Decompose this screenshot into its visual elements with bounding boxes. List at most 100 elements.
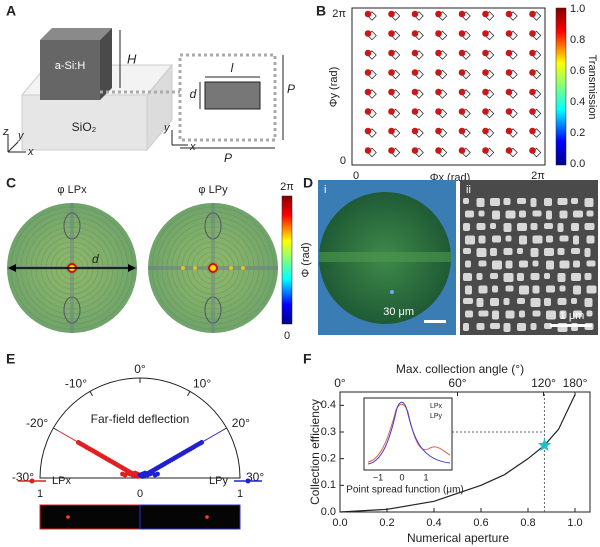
arrow-head bbox=[8, 264, 16, 272]
x-tick-label: 1.0 bbox=[567, 517, 582, 529]
meta-atom bbox=[458, 30, 466, 37]
meta-atom bbox=[482, 147, 489, 154]
meta-atom bbox=[482, 30, 489, 37]
axis-label: y bbox=[163, 122, 171, 134]
pillar bbox=[517, 323, 526, 331]
pillar bbox=[517, 248, 523, 254]
colorbar-ticks: 1.0 0.8 0.6 0.4 0.2 0.0 bbox=[570, 3, 585, 170]
pillar bbox=[463, 298, 473, 304]
meta-atom bbox=[364, 88, 372, 96]
plot-title: Far-field deflection bbox=[91, 412, 190, 426]
panel-label: A bbox=[6, 3, 16, 19]
width-label: d bbox=[190, 87, 197, 101]
meta-atom bbox=[529, 10, 536, 18]
meta-atom bbox=[529, 127, 536, 135]
pillar bbox=[584, 273, 592, 280]
pillar bbox=[573, 260, 580, 268]
meta-atom bbox=[529, 30, 536, 37]
radius-label: 0 bbox=[137, 488, 143, 500]
meta-atom bbox=[411, 30, 419, 37]
meta-atom bbox=[435, 127, 442, 135]
pillar bbox=[476, 298, 484, 307]
x-tick-label: 0.6 bbox=[473, 517, 488, 529]
meta-atom bbox=[529, 69, 536, 76]
pillar bbox=[557, 298, 567, 305]
hologram-title: φ LPy bbox=[198, 184, 228, 196]
meta-atom bbox=[458, 88, 466, 96]
inset-tick: 0 bbox=[399, 472, 404, 482]
pillar bbox=[544, 198, 552, 206]
pillar bbox=[463, 198, 469, 204]
pillar bbox=[505, 285, 514, 292]
meta-atom bbox=[458, 108, 466, 115]
meta-atom bbox=[505, 69, 513, 76]
spot bbox=[66, 515, 70, 519]
camera-image bbox=[139, 504, 241, 530]
pillar bbox=[519, 235, 527, 245]
pillar bbox=[463, 248, 471, 254]
block-side bbox=[100, 28, 112, 100]
meta-atom bbox=[435, 49, 442, 57]
colorbar-tick: 0.4 bbox=[570, 96, 585, 108]
pillar bbox=[492, 235, 501, 243]
panel-label: B bbox=[316, 3, 326, 19]
legend-marker bbox=[245, 478, 251, 484]
x-tick-label: 0.2 bbox=[379, 517, 394, 529]
pillar bbox=[476, 223, 486, 230]
inset-curve bbox=[367, 401, 451, 465]
meta-atom bbox=[364, 108, 372, 115]
meta-atom bbox=[505, 10, 513, 18]
pillar bbox=[573, 235, 579, 245]
pillar bbox=[571, 198, 578, 204]
pillar bbox=[517, 198, 526, 204]
polar-frame bbox=[39, 377, 241, 479]
meta-atom bbox=[505, 147, 513, 154]
pillar bbox=[546, 260, 554, 270]
distance-label: d bbox=[92, 252, 99, 266]
meta-atom bbox=[482, 49, 489, 57]
lobe bbox=[63, 296, 81, 324]
x-tick-label: 0.4 bbox=[426, 517, 441, 529]
pillar bbox=[503, 223, 512, 232]
pillar bbox=[530, 198, 537, 207]
spot bbox=[229, 266, 233, 270]
pillar bbox=[463, 323, 469, 331]
pillar bbox=[586, 260, 596, 267]
axis-title: Collection efficiency bbox=[308, 399, 322, 505]
meta-atom bbox=[458, 10, 466, 18]
meta-atom bbox=[482, 88, 489, 96]
pillar bbox=[478, 260, 487, 267]
pillar bbox=[505, 260, 513, 269]
subpanel-label: i bbox=[324, 184, 326, 196]
pillar bbox=[584, 198, 594, 207]
pillar bbox=[571, 248, 580, 254]
pillar bbox=[519, 210, 526, 218]
pillar bbox=[559, 235, 569, 242]
angle-label: 0° bbox=[134, 362, 146, 376]
meta-atom bbox=[411, 88, 419, 96]
top-tick-label: 180° bbox=[563, 376, 588, 390]
meta-atom bbox=[364, 69, 372, 76]
pillar bbox=[584, 223, 595, 230]
efficiency-plot: 0.0 0.2 0.4 0.6 0.8 1.0 0.0 0.1 0.2 0.3 0.4 0° 60° 12… bbox=[321, 376, 588, 529]
axis-label: x bbox=[27, 146, 34, 158]
colorbar-tick: 2π bbox=[280, 181, 294, 193]
pillar bbox=[463, 273, 472, 281]
colorbar-tick: 0 bbox=[284, 330, 290, 342]
axis-y bbox=[7, 141, 19, 153]
meta-atom bbox=[482, 10, 489, 18]
sem-pillars bbox=[463, 198, 597, 332]
meta-atom bbox=[411, 147, 419, 154]
pillar bbox=[490, 223, 496, 229]
pillar bbox=[557, 273, 566, 282]
bright-band bbox=[319, 252, 451, 262]
pillar bbox=[532, 310, 541, 317]
measured-point bbox=[537, 438, 552, 451]
pillar bbox=[586, 210, 594, 217]
panel-label: D bbox=[303, 175, 313, 191]
substrate-label: SiO₂ bbox=[72, 120, 97, 134]
meta-atom bbox=[411, 108, 419, 115]
deflection-point bbox=[120, 471, 125, 477]
meta-atom bbox=[411, 10, 419, 18]
